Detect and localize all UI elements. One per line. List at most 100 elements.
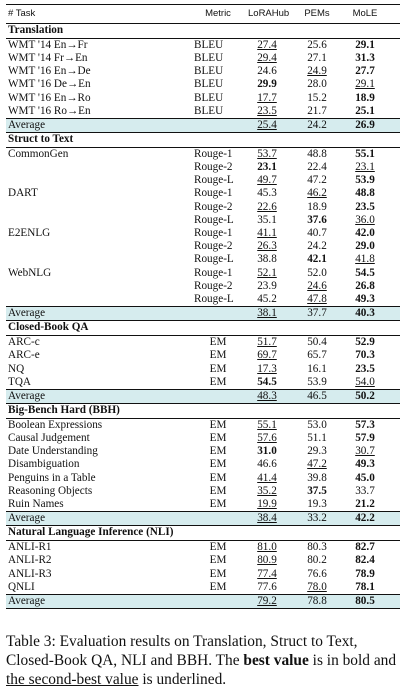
pems-value: 28.0 <box>307 78 327 91</box>
table-row: Rouge-2 23.1 22.4 23.1 <box>6 161 400 174</box>
mole-value: 48.8 <box>355 187 375 200</box>
task-name: Date Understanding <box>8 445 98 458</box>
section-title-rule <box>6 417 400 419</box>
metric-name: Rouge-L <box>194 253 234 266</box>
lorahub-value: 24.6 <box>257 65 277 78</box>
metric-name: Rouge-L <box>194 213 234 226</box>
mole-value: 29.1 <box>355 78 375 91</box>
metric-name: EM <box>209 375 227 388</box>
pems-value: 40.7 <box>307 227 327 240</box>
table-row: Penguins in a Table EM 41.4 39.8 45.0 <box>6 472 400 485</box>
pems-value: 78.8 <box>307 594 327 607</box>
average-rule <box>6 388 400 390</box>
average-row: Average 79.2 78.8 80.5 <box>6 594 400 609</box>
lorahub-value: 25.4 <box>257 118 277 131</box>
mole-value: 54.0 <box>355 375 375 388</box>
mole-value: 23.5 <box>355 362 375 375</box>
pems-value: 15.2 <box>307 91 327 104</box>
mole-value: 18.9 <box>355 91 375 104</box>
task-name: DART <box>8 187 38 200</box>
mole-value: 49.3 <box>355 292 375 305</box>
pems-value: 24.6 <box>307 279 327 292</box>
pems-value: 19.3 <box>307 498 327 510</box>
lorahub-value: 38.8 <box>257 253 277 266</box>
section-rule <box>6 23 400 24</box>
pems-value: 53.0 <box>307 418 327 431</box>
table-body: Translation WMT '14 En→Fr BLEU 27.4 25.6 29.1… <box>6 23 400 610</box>
mole-value: 40.3 <box>355 307 375 320</box>
pems-value: 33.2 <box>307 512 327 525</box>
mole-value: 41.8 <box>355 253 375 266</box>
mole-value: 50.2 <box>355 389 375 402</box>
pems-value: 24.2 <box>307 240 327 253</box>
section-title: Big-Bench Hard (BBH) <box>6 404 400 418</box>
mole-value: 36.0 <box>355 213 375 226</box>
average-label: Average <box>8 118 46 131</box>
lorahub-value: 55.1 <box>257 418 277 431</box>
mole-value: 82.7 <box>355 541 375 554</box>
table-row: Date Understanding EM 31.0 29.3 30.7 <box>6 445 400 458</box>
lorahub-value: 69.7 <box>257 349 277 362</box>
table-row: ARC-c EM 51.7 50.4 52.9 <box>6 336 400 349</box>
metric-name: Rouge-L <box>194 174 234 187</box>
section-title-rule <box>6 335 400 337</box>
pems-value: 37.5 <box>307 484 327 497</box>
table-row: WebNLG Rouge-1 52.1 52.0 54.5 <box>6 267 400 280</box>
metric-name: Rouge-2 <box>194 161 233 174</box>
task-name: QNLI <box>8 580 35 593</box>
pems-value: 47.2 <box>307 458 327 471</box>
metric-name: Rouge-1 <box>194 227 233 240</box>
section-rule <box>6 132 400 134</box>
task-name: WMT '14 En→Fr <box>8 38 88 51</box>
lorahub-value: 54.5 <box>257 375 277 388</box>
mole-value: 33.7 <box>355 484 375 497</box>
average-row: Average 38.1 37.7 40.3 <box>6 307 400 321</box>
mole-value: 80.5 <box>355 594 375 607</box>
lorahub-value: 19.9 <box>257 498 277 510</box>
lorahub-value: 31.0 <box>257 445 277 458</box>
pems-value: 46.2 <box>307 187 327 200</box>
mole-value: 29.0 <box>355 240 375 253</box>
pems-value: 46.5 <box>307 389 327 402</box>
table-row: Disambiguation EM 46.6 47.2 49.3 <box>6 458 400 471</box>
task-name: ARC-c <box>8 336 40 349</box>
section-title: Natural Language Inference (NLI) <box>6 526 400 540</box>
pems-value: 29.3 <box>307 445 327 458</box>
results-table: # Task Metric LoRAHub PEMs MoLE Translat… <box>6 4 400 610</box>
pems-value: 27.1 <box>307 51 327 64</box>
header-mole: MoLE <box>352 8 378 19</box>
task-name: TQA <box>8 375 31 388</box>
mole-value: 31.3 <box>355 51 375 64</box>
task-name: Boolean Expressions <box>8 418 103 431</box>
table-row: Ruin Names EM 19.9 19.3 21.2 <box>6 498 400 511</box>
caption-bold: best value <box>243 652 309 669</box>
task-name: WMT '16 En→De <box>8 65 91 78</box>
metric-name: Rouge-2 <box>194 240 233 253</box>
header-metric: Metric <box>205 8 231 19</box>
section-title-text: Big-Bench Hard (BBH) <box>8 404 120 417</box>
metric-name: EM <box>209 498 227 510</box>
table-row: Rouge-L 49.7 47.2 53.9 <box>6 174 400 187</box>
table-row: Rouge-L 35.1 37.6 36.0 <box>6 214 400 227</box>
pems-value: 47.2 <box>307 174 327 187</box>
task-name: WMT '16 De→En <box>8 78 91 91</box>
lorahub-value: 23.1 <box>257 161 277 174</box>
lorahub-value: 79.2 <box>257 594 277 607</box>
average-label: Average <box>8 307 46 320</box>
task-name: NQ <box>8 362 25 375</box>
table-row: Rouge-2 23.9 24.6 26.8 <box>6 280 400 293</box>
mole-value: 27.7 <box>355 65 375 78</box>
lorahub-value: 57.6 <box>257 432 277 445</box>
table-row: WMT '16 De→En BLEU 29.9 28.0 29.1 <box>6 78 400 91</box>
table-row: Rouge-L 45.2 47.8 49.3 <box>6 293 400 306</box>
mole-value: 42.2 <box>355 512 375 525</box>
table-row: ANLI-R3 EM 77.4 76.6 78.9 <box>6 568 400 581</box>
lorahub-value: 45.2 <box>257 292 277 305</box>
metric-name: EM <box>209 432 227 445</box>
task-name: Ruin Names <box>8 498 64 510</box>
mole-value: 42.0 <box>355 227 375 240</box>
lorahub-value: 35.1 <box>257 213 277 226</box>
table-row: WMT '16 En→Ro BLEU 17.7 15.2 18.9 <box>6 92 400 105</box>
metric-name: Rouge-2 <box>194 279 233 292</box>
lorahub-value: 49.7 <box>257 174 277 187</box>
